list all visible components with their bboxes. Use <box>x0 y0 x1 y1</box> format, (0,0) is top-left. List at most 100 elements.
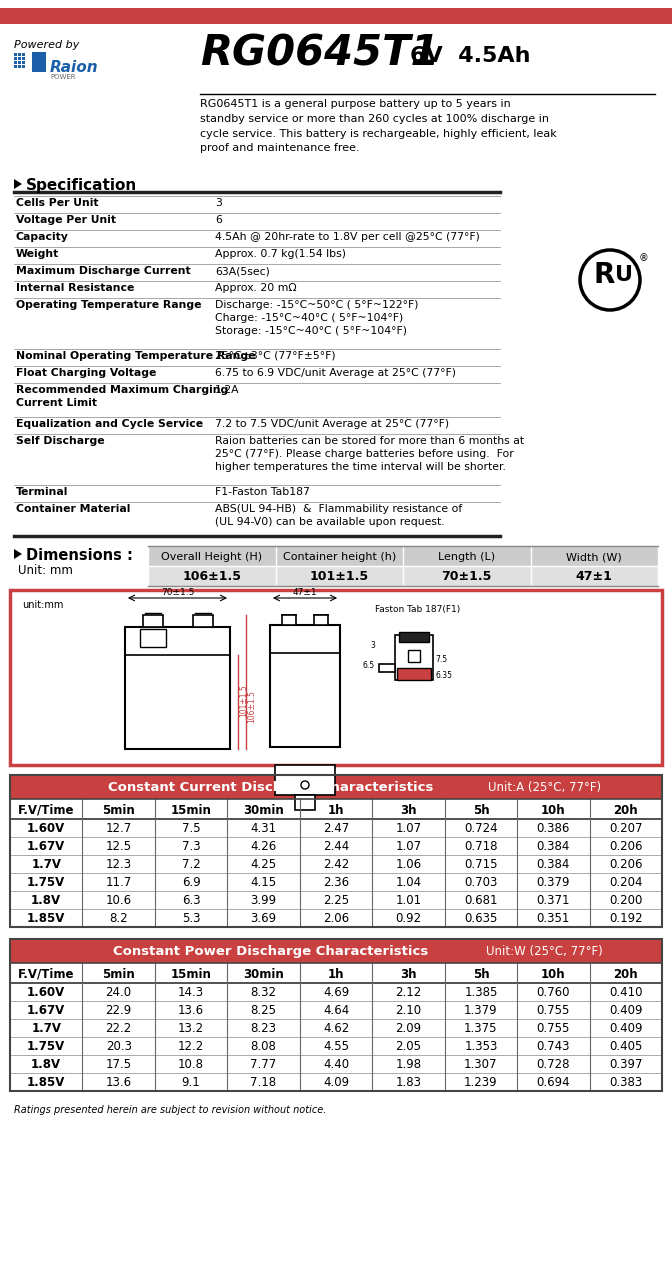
Text: 3.69: 3.69 <box>251 913 277 925</box>
Text: 0.681: 0.681 <box>464 895 498 908</box>
Text: Overall Height (H): Overall Height (H) <box>161 552 262 562</box>
Bar <box>14 52 17 56</box>
Bar <box>314 614 328 625</box>
Text: 0.351: 0.351 <box>537 913 570 925</box>
Bar <box>397 668 431 680</box>
Text: 4.25: 4.25 <box>251 859 277 872</box>
Bar <box>143 614 163 627</box>
Text: F1-Faston Tab187: F1-Faston Tab187 <box>215 486 310 497</box>
Text: 4.69: 4.69 <box>323 987 349 1000</box>
Text: 0.635: 0.635 <box>464 913 497 925</box>
Text: 17.5: 17.5 <box>106 1059 132 1071</box>
Text: 1.85V: 1.85V <box>27 913 65 925</box>
Text: 3.99: 3.99 <box>251 895 277 908</box>
Bar <box>10 855 662 873</box>
Text: 3: 3 <box>215 198 222 207</box>
Text: 2.09: 2.09 <box>395 1023 421 1036</box>
Text: 13.6: 13.6 <box>106 1076 132 1089</box>
Bar <box>379 664 395 672</box>
Text: Discharge: -15°C~50°C ( 5°F~122°F)
Charge: -15°C~40°C ( 5°F~104°F)
Storage: -15°: Discharge: -15°C~50°C ( 5°F~122°F) Charg… <box>215 300 419 337</box>
Bar <box>10 774 662 927</box>
Bar <box>395 635 433 680</box>
Text: 5min: 5min <box>102 968 135 980</box>
Text: 0.379: 0.379 <box>536 877 570 890</box>
Text: 13.6: 13.6 <box>178 1005 204 1018</box>
Text: 4.5Ah @ 20hr-rate to 1.8V per cell @25°C (77°F): 4.5Ah @ 20hr-rate to 1.8V per cell @25°C… <box>215 232 480 242</box>
Text: 3h: 3h <box>401 968 417 980</box>
Text: 2.36: 2.36 <box>323 877 349 890</box>
Text: 0.755: 0.755 <box>537 1023 570 1036</box>
Bar <box>10 1037 662 1055</box>
Text: Self Discharge: Self Discharge <box>16 436 105 445</box>
Text: 0.371: 0.371 <box>536 895 570 908</box>
Text: Width (W): Width (W) <box>566 552 622 562</box>
Text: 12.7: 12.7 <box>106 823 132 836</box>
Text: ®: ® <box>638 253 648 262</box>
Text: 0.760: 0.760 <box>536 987 570 1000</box>
Text: 70±1.5: 70±1.5 <box>442 571 492 584</box>
Text: Faston Tab 187(F1): Faston Tab 187(F1) <box>375 605 460 614</box>
Text: Weight: Weight <box>16 250 59 259</box>
Bar <box>32 52 46 72</box>
Text: 0.728: 0.728 <box>536 1059 570 1071</box>
Text: 0.410: 0.410 <box>609 987 642 1000</box>
Text: 2.47: 2.47 <box>323 823 349 836</box>
Text: 4.40: 4.40 <box>323 1059 349 1071</box>
Text: Approx. 20 mΩ: Approx. 20 mΩ <box>215 283 296 293</box>
Text: 0.384: 0.384 <box>537 841 570 854</box>
Text: 0.694: 0.694 <box>536 1076 570 1089</box>
Bar <box>10 983 662 1001</box>
Bar <box>18 61 21 64</box>
Bar <box>18 58 21 60</box>
Text: Raion batteries can be stored for more than 6 months at
25°C (77°F). Please char: Raion batteries can be stored for more t… <box>215 436 524 472</box>
Text: Operating Temperature Range: Operating Temperature Range <box>16 300 202 310</box>
Text: 24.0: 24.0 <box>106 987 132 1000</box>
Text: 0.192: 0.192 <box>609 913 642 925</box>
Text: 1.75V: 1.75V <box>27 1041 65 1053</box>
Text: 47±1: 47±1 <box>576 571 613 584</box>
Text: 106±1.5: 106±1.5 <box>182 571 241 584</box>
Text: 0.206: 0.206 <box>609 859 642 872</box>
Text: 1.379: 1.379 <box>464 1005 498 1018</box>
Text: POWER: POWER <box>50 74 75 79</box>
Text: 25°C±3°C (77°F±5°F): 25°C±3°C (77°F±5°F) <box>215 351 335 361</box>
Text: Approx. 0.7 kg(1.54 lbs): Approx. 0.7 kg(1.54 lbs) <box>215 250 346 259</box>
Text: 0.724: 0.724 <box>464 823 498 836</box>
Text: Cells Per Unit: Cells Per Unit <box>16 198 99 207</box>
Text: 0.386: 0.386 <box>537 823 570 836</box>
Text: 6.35: 6.35 <box>435 672 452 681</box>
Text: 1.98: 1.98 <box>395 1059 421 1071</box>
Text: 0.200: 0.200 <box>609 895 642 908</box>
Text: Container Material: Container Material <box>16 504 130 515</box>
Bar <box>22 65 25 68</box>
Bar <box>14 61 17 64</box>
Text: 0.92: 0.92 <box>395 913 421 925</box>
Text: F.V/Time: F.V/Time <box>18 968 75 980</box>
Bar <box>282 614 296 625</box>
Bar <box>10 873 662 891</box>
Polygon shape <box>14 179 22 189</box>
Text: Specification: Specification <box>26 178 137 193</box>
Text: 2.42: 2.42 <box>323 859 349 872</box>
Text: 0.703: 0.703 <box>464 877 497 890</box>
Text: 2.05: 2.05 <box>395 1041 421 1053</box>
Text: 0.206: 0.206 <box>609 841 642 854</box>
Text: 6.3: 6.3 <box>182 895 200 908</box>
Text: 5h: 5h <box>472 968 489 980</box>
Text: 3h: 3h <box>401 804 417 817</box>
Bar <box>295 795 315 810</box>
Text: 1.67V: 1.67V <box>27 841 65 854</box>
Polygon shape <box>14 549 22 559</box>
Text: Voltage Per Unit: Voltage Per Unit <box>16 215 116 225</box>
Bar <box>10 1019 662 1037</box>
Text: Maximum Discharge Current: Maximum Discharge Current <box>16 266 191 276</box>
Bar <box>10 590 662 765</box>
Text: 13.2: 13.2 <box>178 1023 204 1036</box>
Bar <box>193 614 213 627</box>
Text: unit:mm: unit:mm <box>22 600 63 611</box>
Text: 0.207: 0.207 <box>609 823 642 836</box>
Text: 106±1.5: 106±1.5 <box>247 691 256 723</box>
Text: 2.12: 2.12 <box>395 987 421 1000</box>
Text: 0.409: 0.409 <box>609 1005 642 1018</box>
Text: 4.26: 4.26 <box>251 841 277 854</box>
